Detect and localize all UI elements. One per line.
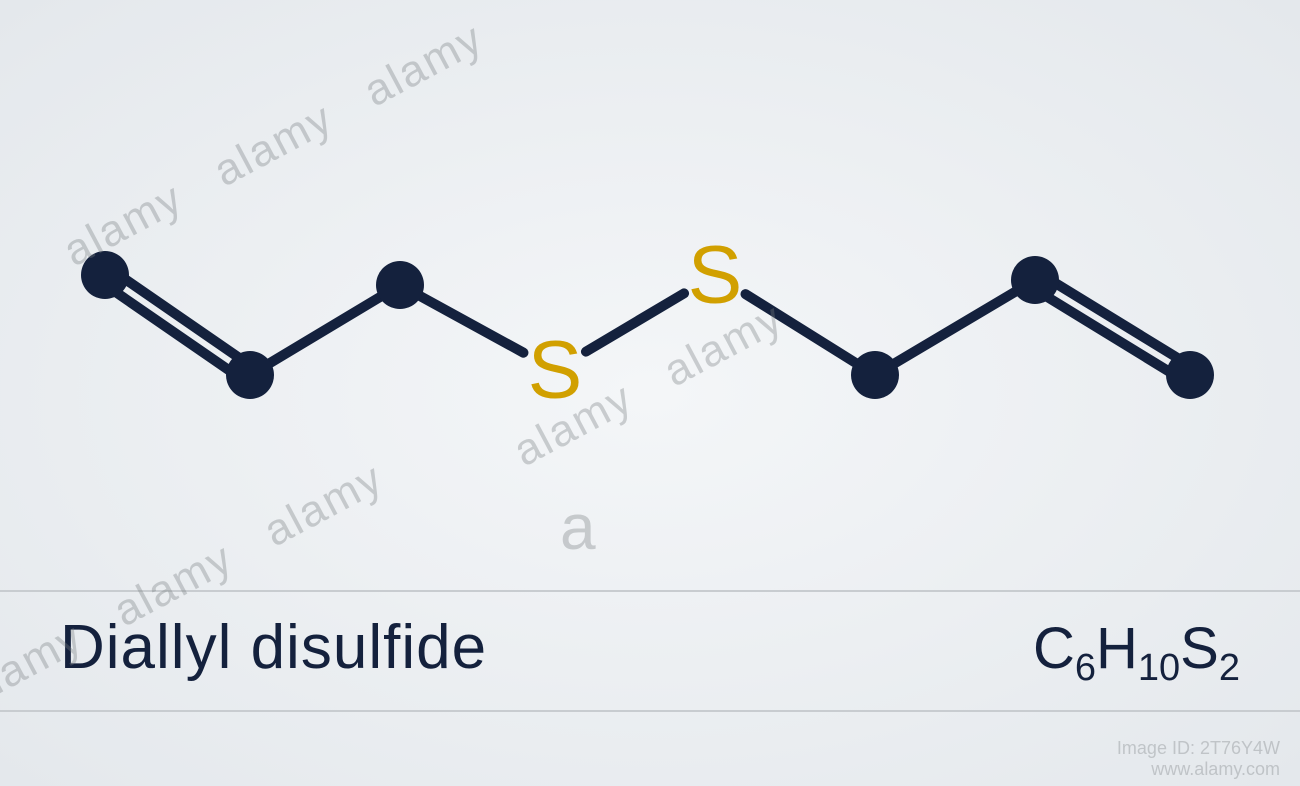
sulfur-atom-label: S xyxy=(688,230,743,321)
carbon-atom xyxy=(226,351,274,399)
label-bar: Diallyl disulfide C6H10S2 xyxy=(0,612,1300,683)
divider-top xyxy=(0,590,1300,592)
divider-bottom xyxy=(0,710,1300,712)
carbon-atom xyxy=(1166,351,1214,399)
molecular-formula: C6H10S2 xyxy=(1033,615,1240,682)
compound-name: Diallyl disulfide xyxy=(60,612,487,683)
carbon-atom xyxy=(81,251,129,299)
sulfur-atom-label: S xyxy=(528,325,583,416)
carbon-atom xyxy=(1011,256,1059,304)
carbon-atom xyxy=(851,351,899,399)
carbon-atom xyxy=(376,261,424,309)
